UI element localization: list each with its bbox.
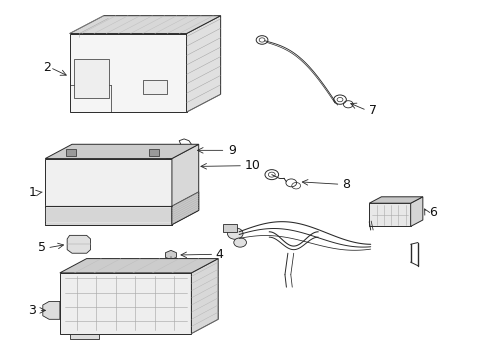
Polygon shape (166, 250, 176, 260)
Polygon shape (172, 144, 199, 225)
Circle shape (74, 241, 83, 248)
Circle shape (49, 307, 59, 314)
Polygon shape (45, 144, 199, 158)
Circle shape (234, 238, 246, 247)
Polygon shape (369, 203, 411, 226)
Polygon shape (192, 258, 218, 334)
Polygon shape (60, 258, 218, 273)
Ellipse shape (138, 148, 150, 155)
Polygon shape (187, 16, 220, 112)
Text: 3: 3 (28, 304, 36, 317)
Circle shape (182, 163, 192, 171)
Ellipse shape (118, 148, 130, 155)
Polygon shape (143, 80, 167, 94)
Text: 4: 4 (216, 248, 223, 261)
Bar (148, 149, 159, 156)
Polygon shape (411, 197, 423, 226)
Polygon shape (43, 301, 60, 319)
Polygon shape (70, 334, 99, 339)
Text: 6: 6 (429, 206, 437, 219)
Polygon shape (172, 192, 199, 225)
Text: 8: 8 (343, 178, 350, 191)
Text: 1: 1 (28, 186, 36, 199)
Polygon shape (45, 206, 172, 225)
Text: 10: 10 (245, 159, 261, 172)
Polygon shape (74, 59, 109, 98)
Polygon shape (60, 273, 192, 334)
Text: 9: 9 (228, 144, 236, 157)
Polygon shape (67, 235, 91, 253)
Polygon shape (369, 197, 423, 203)
Bar (66, 149, 76, 156)
Polygon shape (70, 16, 220, 33)
Polygon shape (70, 33, 187, 112)
Text: 2: 2 (43, 61, 50, 74)
Circle shape (227, 228, 243, 239)
Polygon shape (45, 158, 172, 225)
Bar (223, 224, 237, 232)
Text: 7: 7 (369, 104, 377, 117)
Ellipse shape (70, 148, 81, 155)
Ellipse shape (94, 148, 106, 155)
Text: 5: 5 (38, 241, 46, 255)
